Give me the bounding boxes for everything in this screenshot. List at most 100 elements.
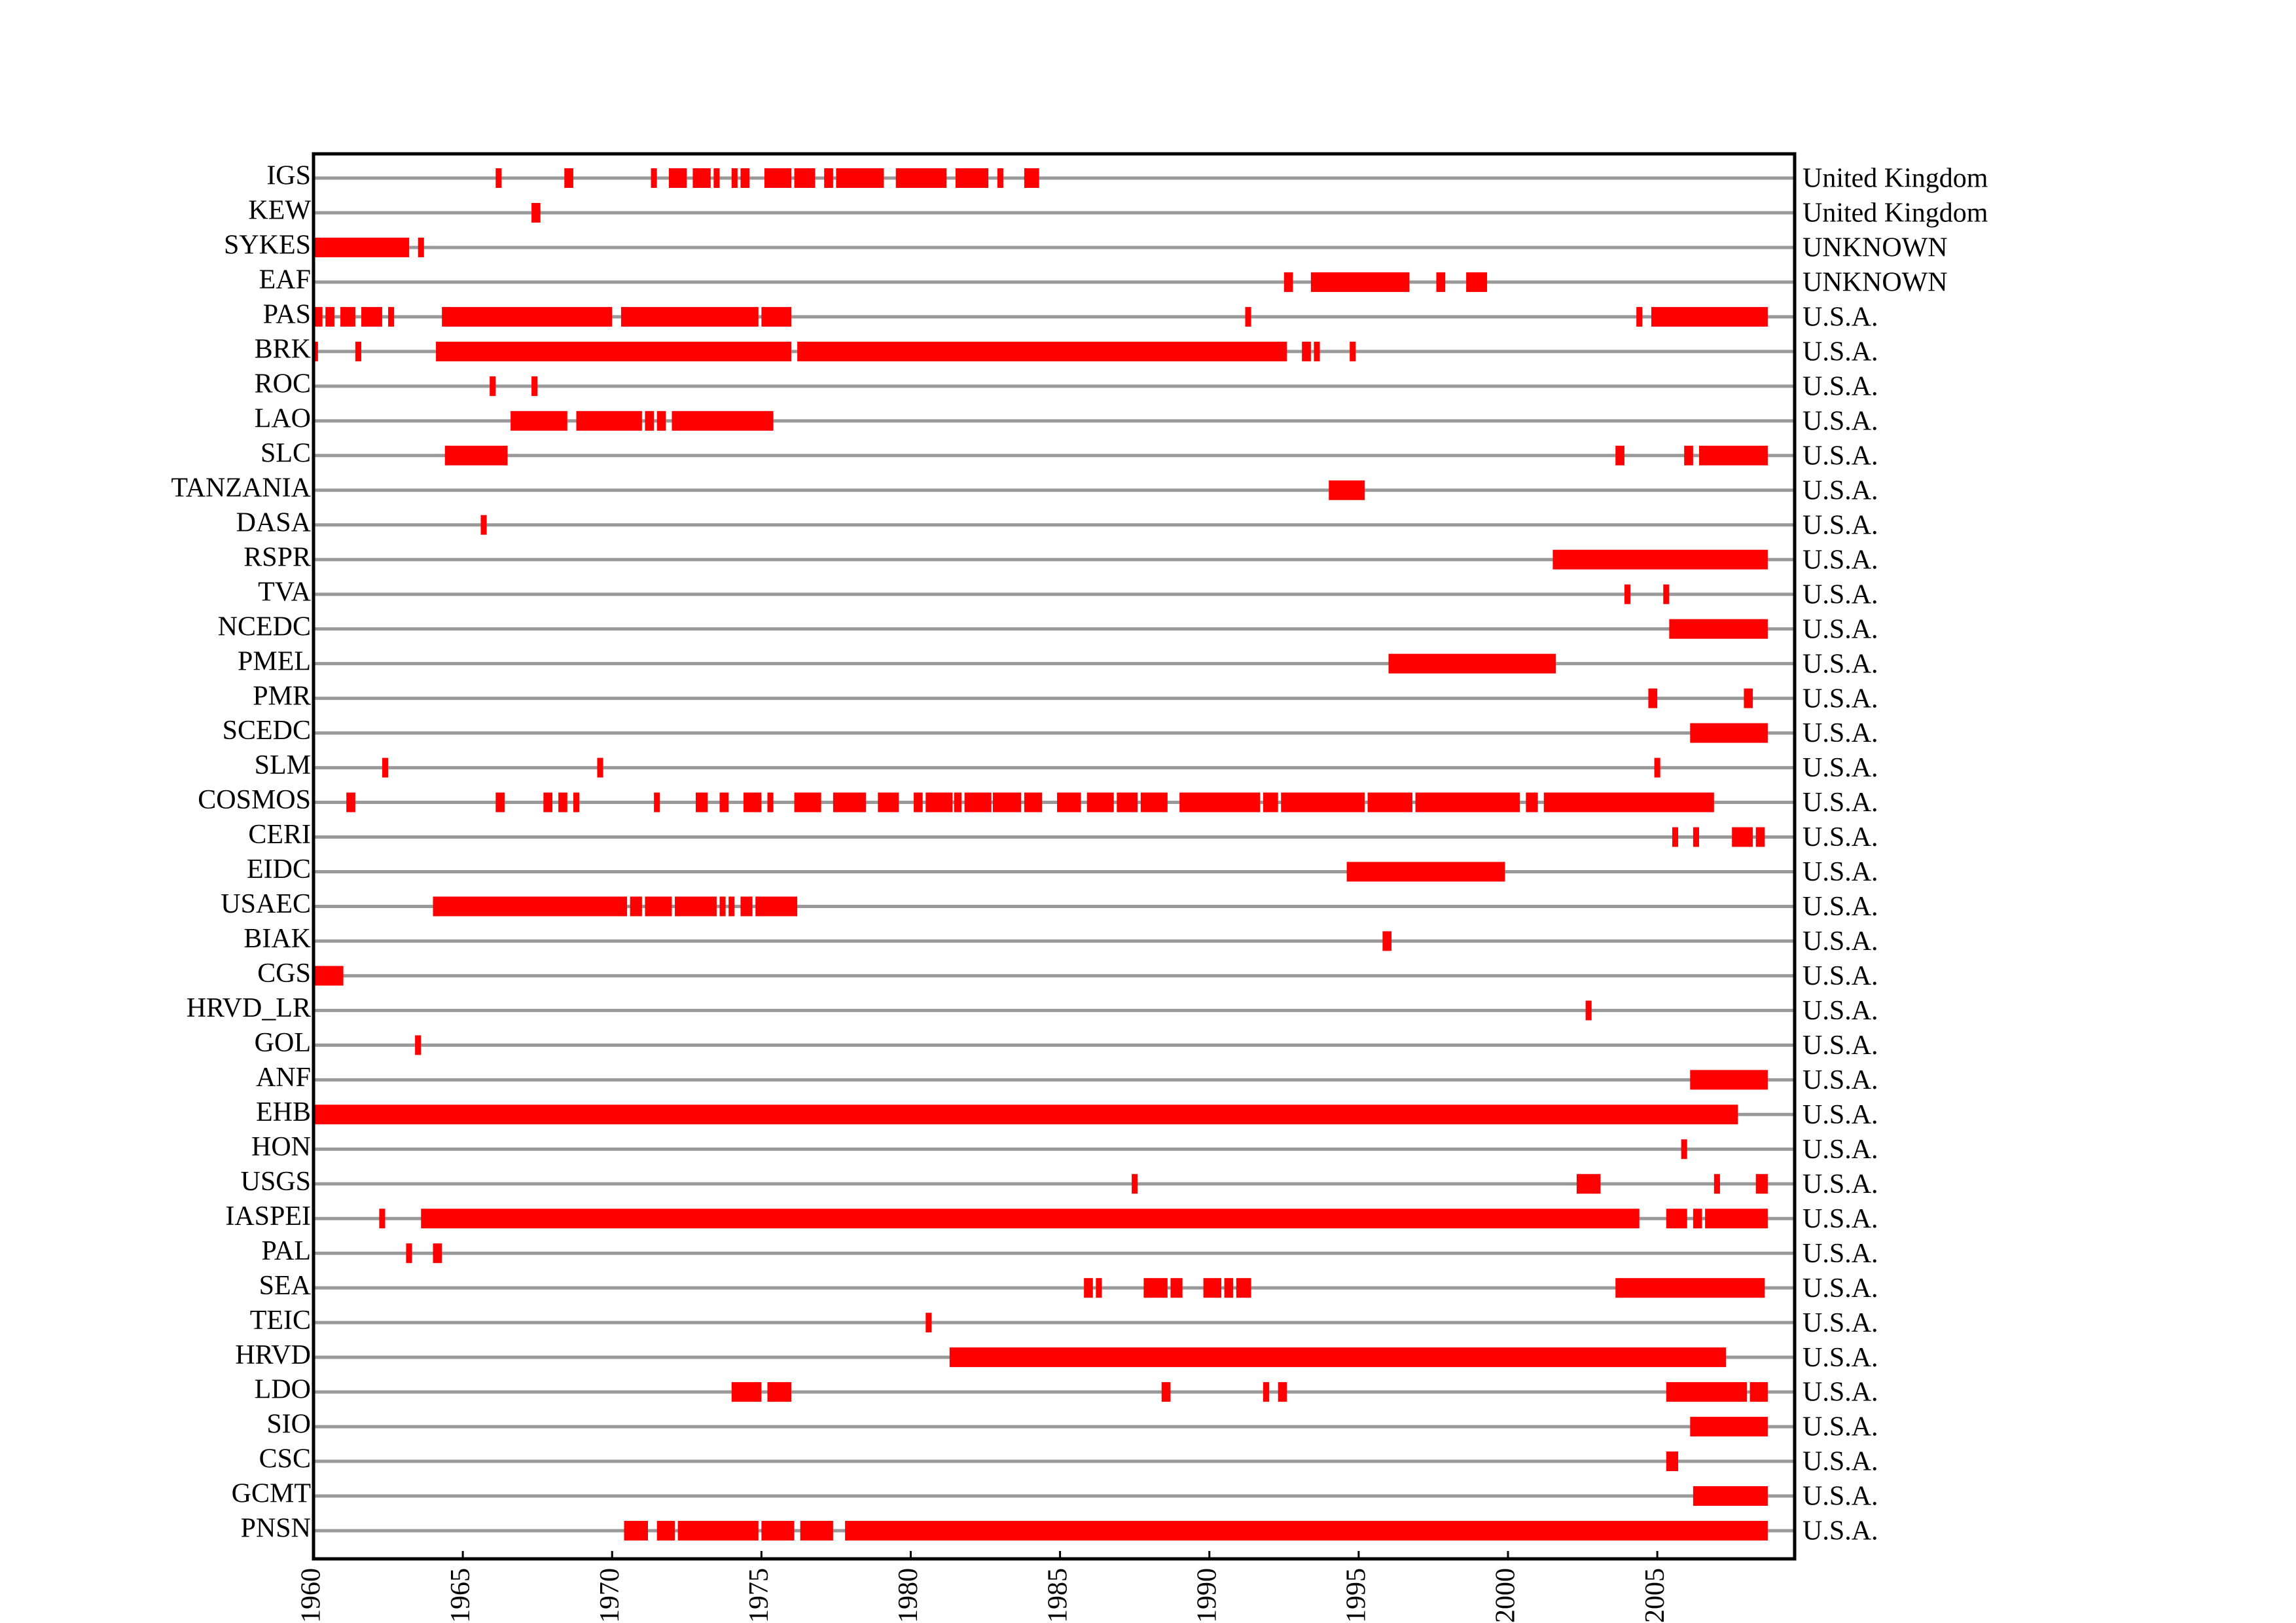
row-label: PMEL <box>238 646 311 676</box>
segment <box>1576 1174 1601 1194</box>
segment <box>794 792 821 812</box>
segment <box>1666 1451 1679 1472</box>
segment <box>1117 792 1138 812</box>
row-label: COSMOS <box>198 785 311 815</box>
row-label: ROC <box>255 369 311 399</box>
segment <box>495 168 502 188</box>
segment <box>421 1209 1640 1229</box>
segment <box>1690 1070 1768 1090</box>
segment <box>1654 757 1660 778</box>
country-label: U.S.A. <box>1803 961 1878 991</box>
segment <box>1690 723 1768 743</box>
segment <box>925 1313 932 1333</box>
country-label: U.S.A. <box>1803 788 1878 818</box>
row-label: HRVD_LR <box>187 993 311 1023</box>
segment <box>1143 1278 1168 1298</box>
segment <box>1705 1209 1768 1229</box>
row-label: LAO <box>255 403 311 433</box>
segment <box>719 896 726 917</box>
row-label: CSC <box>259 1444 311 1474</box>
segment <box>1663 584 1670 604</box>
country-label: United Kingdom <box>1803 164 1988 194</box>
segment <box>531 376 538 396</box>
segment <box>878 792 899 812</box>
segment <box>597 757 603 778</box>
segment <box>1245 306 1251 327</box>
segment <box>1084 1278 1093 1298</box>
segment <box>1179 792 1261 812</box>
segment <box>490 376 496 396</box>
country-label: UNKNOWN <box>1803 268 1948 298</box>
country-label: U.S.A. <box>1803 684 1878 714</box>
segment <box>1224 1278 1234 1298</box>
segment <box>1684 445 1693 465</box>
country-label: U.S.A. <box>1803 857 1878 887</box>
segment <box>1585 1000 1592 1021</box>
segment <box>728 896 735 917</box>
segment <box>1744 688 1753 708</box>
segment <box>433 1243 442 1264</box>
country-label: U.S.A. <box>1803 1377 1878 1408</box>
row-label: GOL <box>255 1028 311 1058</box>
segment <box>651 168 657 188</box>
country-label: U.S.A. <box>1803 337 1878 367</box>
segment <box>696 792 708 812</box>
segment <box>382 757 389 778</box>
x-tick-label: 2005 <box>1640 1568 1670 1623</box>
segment <box>1388 653 1556 674</box>
segment <box>845 1521 1768 1541</box>
segment <box>1636 306 1643 327</box>
segment <box>656 410 666 431</box>
country-label: U.S.A. <box>1803 1412 1878 1442</box>
country-label: U.S.A. <box>1803 926 1878 957</box>
country-label: U.S.A. <box>1803 1343 1878 1373</box>
segment <box>1615 1278 1765 1298</box>
segment <box>361 306 382 327</box>
segment <box>620 306 759 327</box>
segment <box>444 445 508 465</box>
segment <box>755 896 798 917</box>
x-tick-label: 1975 <box>744 1568 774 1623</box>
country-label: U.S.A. <box>1803 371 1878 401</box>
country-label: U.S.A. <box>1803 1169 1878 1199</box>
segment <box>1367 792 1412 812</box>
segment <box>764 168 791 188</box>
segment <box>1526 792 1538 812</box>
segment <box>949 1347 1727 1368</box>
segment <box>355 341 361 361</box>
segment <box>744 792 762 812</box>
segment <box>1651 306 1768 327</box>
row-label: IASPEI <box>225 1201 311 1231</box>
segment <box>1693 1486 1768 1506</box>
segment <box>1329 480 1365 500</box>
segment <box>379 1209 386 1229</box>
segment <box>388 306 395 327</box>
segment <box>531 202 541 223</box>
segment <box>1648 688 1658 708</box>
segment <box>1624 584 1631 604</box>
country-label: U.S.A. <box>1803 545 1878 575</box>
x-tick-label: 1960 <box>296 1568 327 1623</box>
segment <box>415 1035 422 1055</box>
segment <box>1732 827 1753 847</box>
row-label: SCEDC <box>223 716 311 746</box>
segment <box>1278 1382 1287 1402</box>
segment <box>1263 1382 1269 1402</box>
segment <box>1132 1174 1138 1194</box>
segment <box>480 515 487 535</box>
x-tick-label: 1965 <box>446 1568 476 1623</box>
segment <box>1263 792 1278 812</box>
segment <box>997 168 1003 188</box>
segment <box>955 168 989 188</box>
country-label: U.S.A. <box>1803 302 1878 333</box>
segment <box>1681 1139 1687 1159</box>
country-label: U.S.A. <box>1803 649 1878 679</box>
x-tick-label: 1980 <box>893 1568 924 1623</box>
x-tick-label: 2000 <box>1491 1568 1521 1623</box>
row-label: SLC <box>260 438 311 468</box>
row-label: HON <box>251 1132 311 1162</box>
row-label: SYKES <box>224 230 311 261</box>
segment <box>314 237 409 257</box>
x-tick-label: 1985 <box>1043 1568 1073 1623</box>
